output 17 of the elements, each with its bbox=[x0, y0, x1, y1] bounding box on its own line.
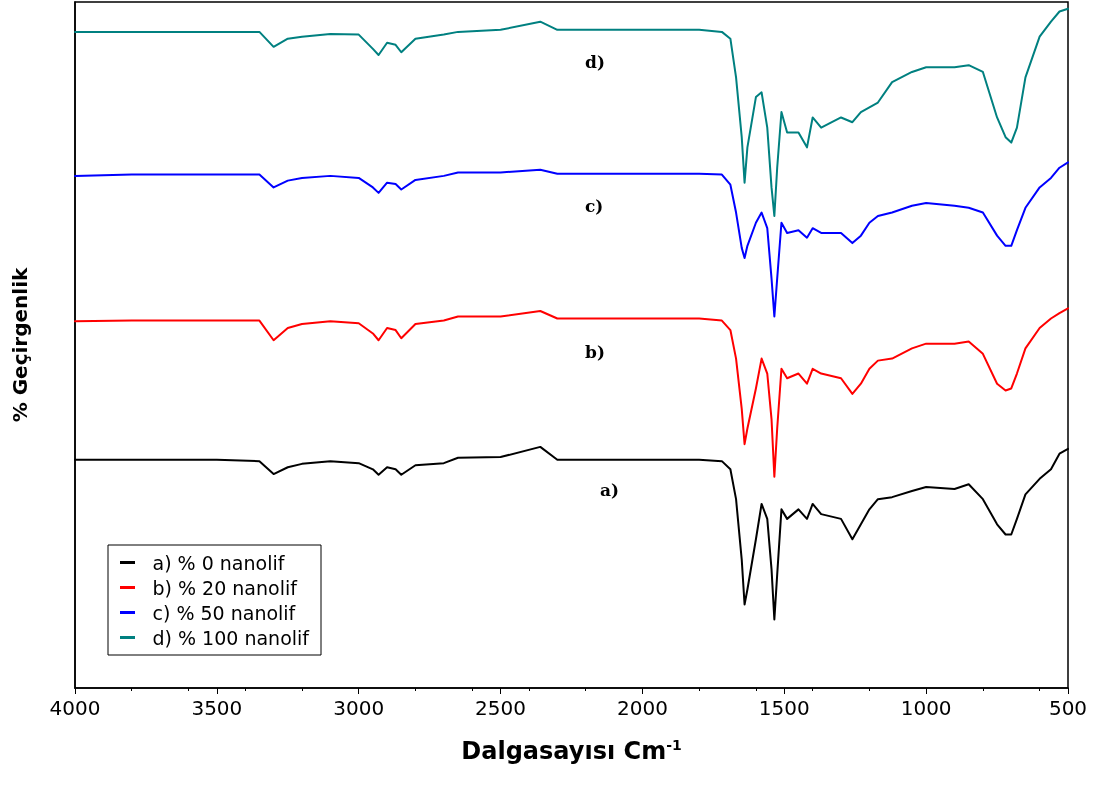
x-tick-label: 1500 bbox=[758, 696, 810, 720]
legend-label: c) % 50 nanolif bbox=[152, 601, 297, 624]
x-tick-label: 3500 bbox=[191, 696, 243, 720]
x-tick-label: 4000 bbox=[49, 696, 101, 720]
x-tick-label: 1000 bbox=[900, 696, 952, 720]
x-tick-label: 3000 bbox=[333, 696, 385, 720]
annotation: a) bbox=[600, 480, 620, 501]
legend-label: b) % 20 nanolif bbox=[152, 576, 299, 599]
annotation: c) bbox=[585, 196, 604, 217]
x-tick-label: 2000 bbox=[616, 696, 668, 720]
legend-label: d) % 100 nanolif bbox=[152, 626, 311, 649]
annotation: b) bbox=[585, 341, 605, 362]
y-axis-title: % Geçirgenlik bbox=[8, 266, 32, 423]
x-tick-label: 500 bbox=[1048, 696, 1088, 720]
x-tick-label: 2500 bbox=[475, 696, 527, 720]
annotation: d) bbox=[585, 52, 605, 73]
legend-label: a) % 0 nanolif bbox=[152, 551, 286, 574]
